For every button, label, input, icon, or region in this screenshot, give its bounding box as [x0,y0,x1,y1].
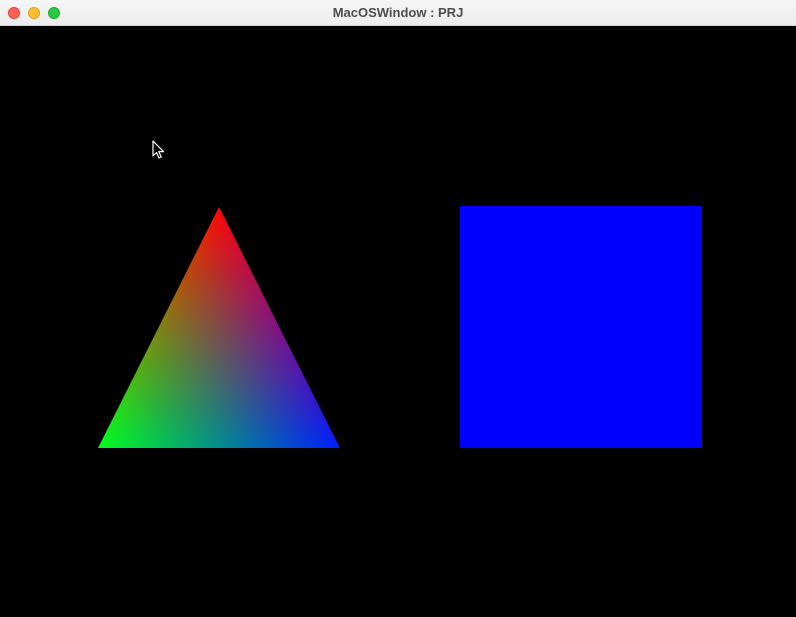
render-viewport[interactable] [0,27,796,617]
title-bar[interactable]: MacOSWindow : PRJ [0,0,796,26]
blue-square [460,206,702,448]
window-title: MacOSWindow : PRJ [332,5,464,20]
zoom-button[interactable] [48,7,60,19]
arrow-pointer-icon [152,140,165,159]
rgb-triangle [98,207,340,448]
close-button[interactable] [8,7,20,19]
gl-scene [98,206,702,448]
minimize-button[interactable] [28,7,40,19]
